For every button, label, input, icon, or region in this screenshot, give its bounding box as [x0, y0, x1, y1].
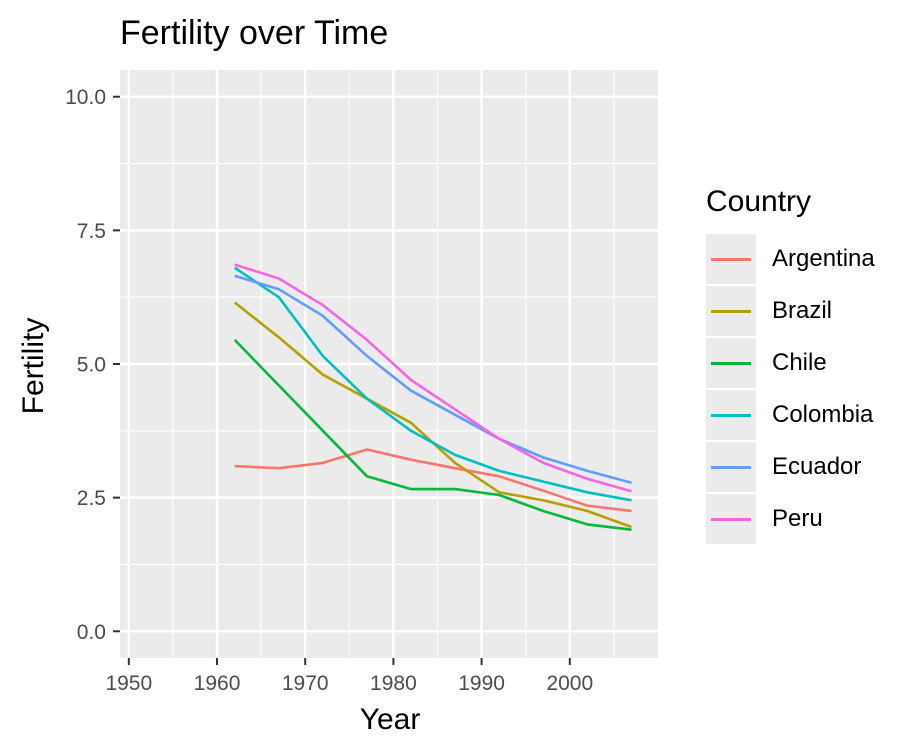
series-line-argentina	[234, 448, 632, 513]
x-tick-label: 1980	[370, 672, 417, 695]
x-tick-label: 1970	[282, 672, 329, 695]
legend-item-ecuador: Ecuador	[706, 441, 875, 493]
legend-key	[706, 234, 756, 284]
y-axis-label: Fertility	[17, 317, 50, 415]
legend-line-swatch	[711, 414, 751, 417]
legend-key	[706, 286, 756, 336]
series-line-chile	[233, 338, 632, 531]
series-line-colombia	[233, 266, 632, 502]
legend-key	[706, 442, 756, 492]
x-tick-label: 2000	[546, 672, 593, 695]
legend-line-swatch	[711, 518, 751, 521]
x-tick-label: 1960	[194, 672, 241, 695]
y-tick-label: 0.0	[77, 621, 106, 644]
legend-item-colombia: Colombia	[706, 389, 875, 441]
x-axis-label-text: Year	[359, 703, 421, 736]
legend-line-swatch	[711, 362, 751, 365]
legend-label: Ecuador	[772, 453, 862, 480]
legend-label: Colombia	[772, 401, 874, 428]
legend-item-argentina: Argentina	[706, 233, 875, 285]
legend-key	[706, 390, 756, 440]
legend-item-brazil: Brazil	[706, 285, 875, 337]
legend-item-peru: Peru	[706, 493, 875, 545]
y-tick-label: 7.5	[77, 220, 106, 243]
series-lines	[233, 263, 632, 531]
legend-items: Argentina Brazil Chile Colombia Ecuador Peru	[706, 233, 875, 545]
legend: Country Argentina Brazil Chile Colombia Ecua…	[706, 185, 875, 545]
legend-item-chile: Chile	[706, 337, 875, 389]
legend-title: Country	[706, 185, 812, 218]
legend-label: Chile	[772, 349, 827, 376]
y-tick-label: 10.0	[65, 86, 106, 109]
legend-label: Brazil	[772, 297, 833, 324]
legend-line-swatch	[711, 258, 751, 261]
legend-label: Peru	[772, 505, 823, 532]
legend-label: Argentina	[772, 245, 875, 272]
x-tick-label: 1990	[458, 672, 505, 695]
x-tick-label: 1950	[105, 672, 152, 695]
legend-key	[706, 338, 756, 388]
series-line-ecuador	[234, 274, 632, 484]
x-axis: 1950 1960 1970 1980 1990 2000	[105, 658, 593, 695]
y-tick-label: 5.0	[77, 354, 106, 377]
legend-key	[706, 494, 756, 544]
chart-title: Fertility over Time	[120, 14, 389, 52]
y-axis: 0.0 2.5 5.0 7.5 10.0	[65, 86, 120, 644]
series-line-peru	[234, 263, 632, 493]
legend-line-swatch	[711, 466, 751, 469]
y-tick-label: 2.5	[77, 487, 106, 510]
legend-line-swatch	[711, 310, 751, 313]
